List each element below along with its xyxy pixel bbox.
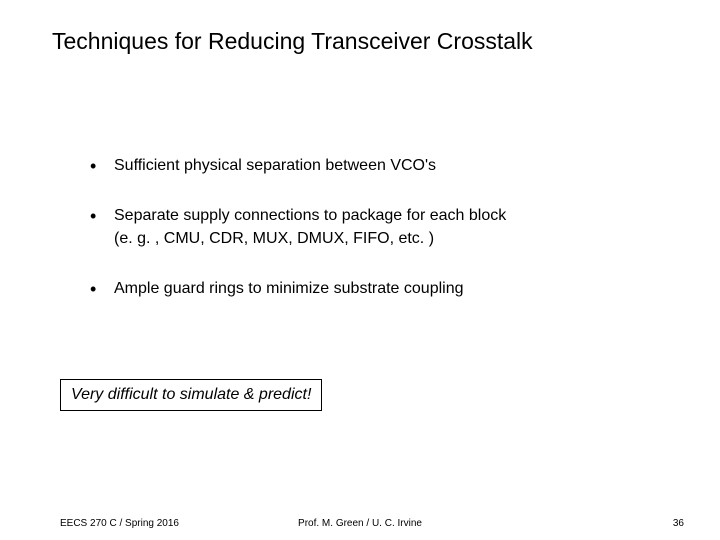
bullet-list: Sufficient physical separation between V… bbox=[90, 155, 720, 301]
footer-left: EECS 270 C / Spring 2016 bbox=[60, 518, 179, 529]
bullet-subtext: (e. g. , CMU, CDR, MUX, DMUX, FIFO, etc.… bbox=[114, 228, 720, 250]
bullet-item: Ample guard rings to minimize substrate … bbox=[90, 278, 720, 300]
bullet-item: Sufficient physical separation between V… bbox=[90, 155, 720, 177]
slide-title: Techniques for Reducing Transceiver Cros… bbox=[0, 0, 720, 55]
bullet-text: Sufficient physical separation between V… bbox=[114, 157, 436, 174]
callout-text: Very difficult to simulate & predict! bbox=[71, 386, 311, 403]
bullet-item: Separate supply connections to package f… bbox=[90, 205, 720, 250]
footer-center: Prof. M. Green / U. C. Irvine bbox=[298, 518, 422, 529]
bullet-text: Ample guard rings to minimize substrate … bbox=[114, 280, 464, 297]
callout-box: Very difficult to simulate & predict! bbox=[60, 379, 322, 411]
bullet-text: Separate supply connections to package f… bbox=[114, 207, 506, 224]
footer-right: 36 bbox=[673, 518, 684, 529]
